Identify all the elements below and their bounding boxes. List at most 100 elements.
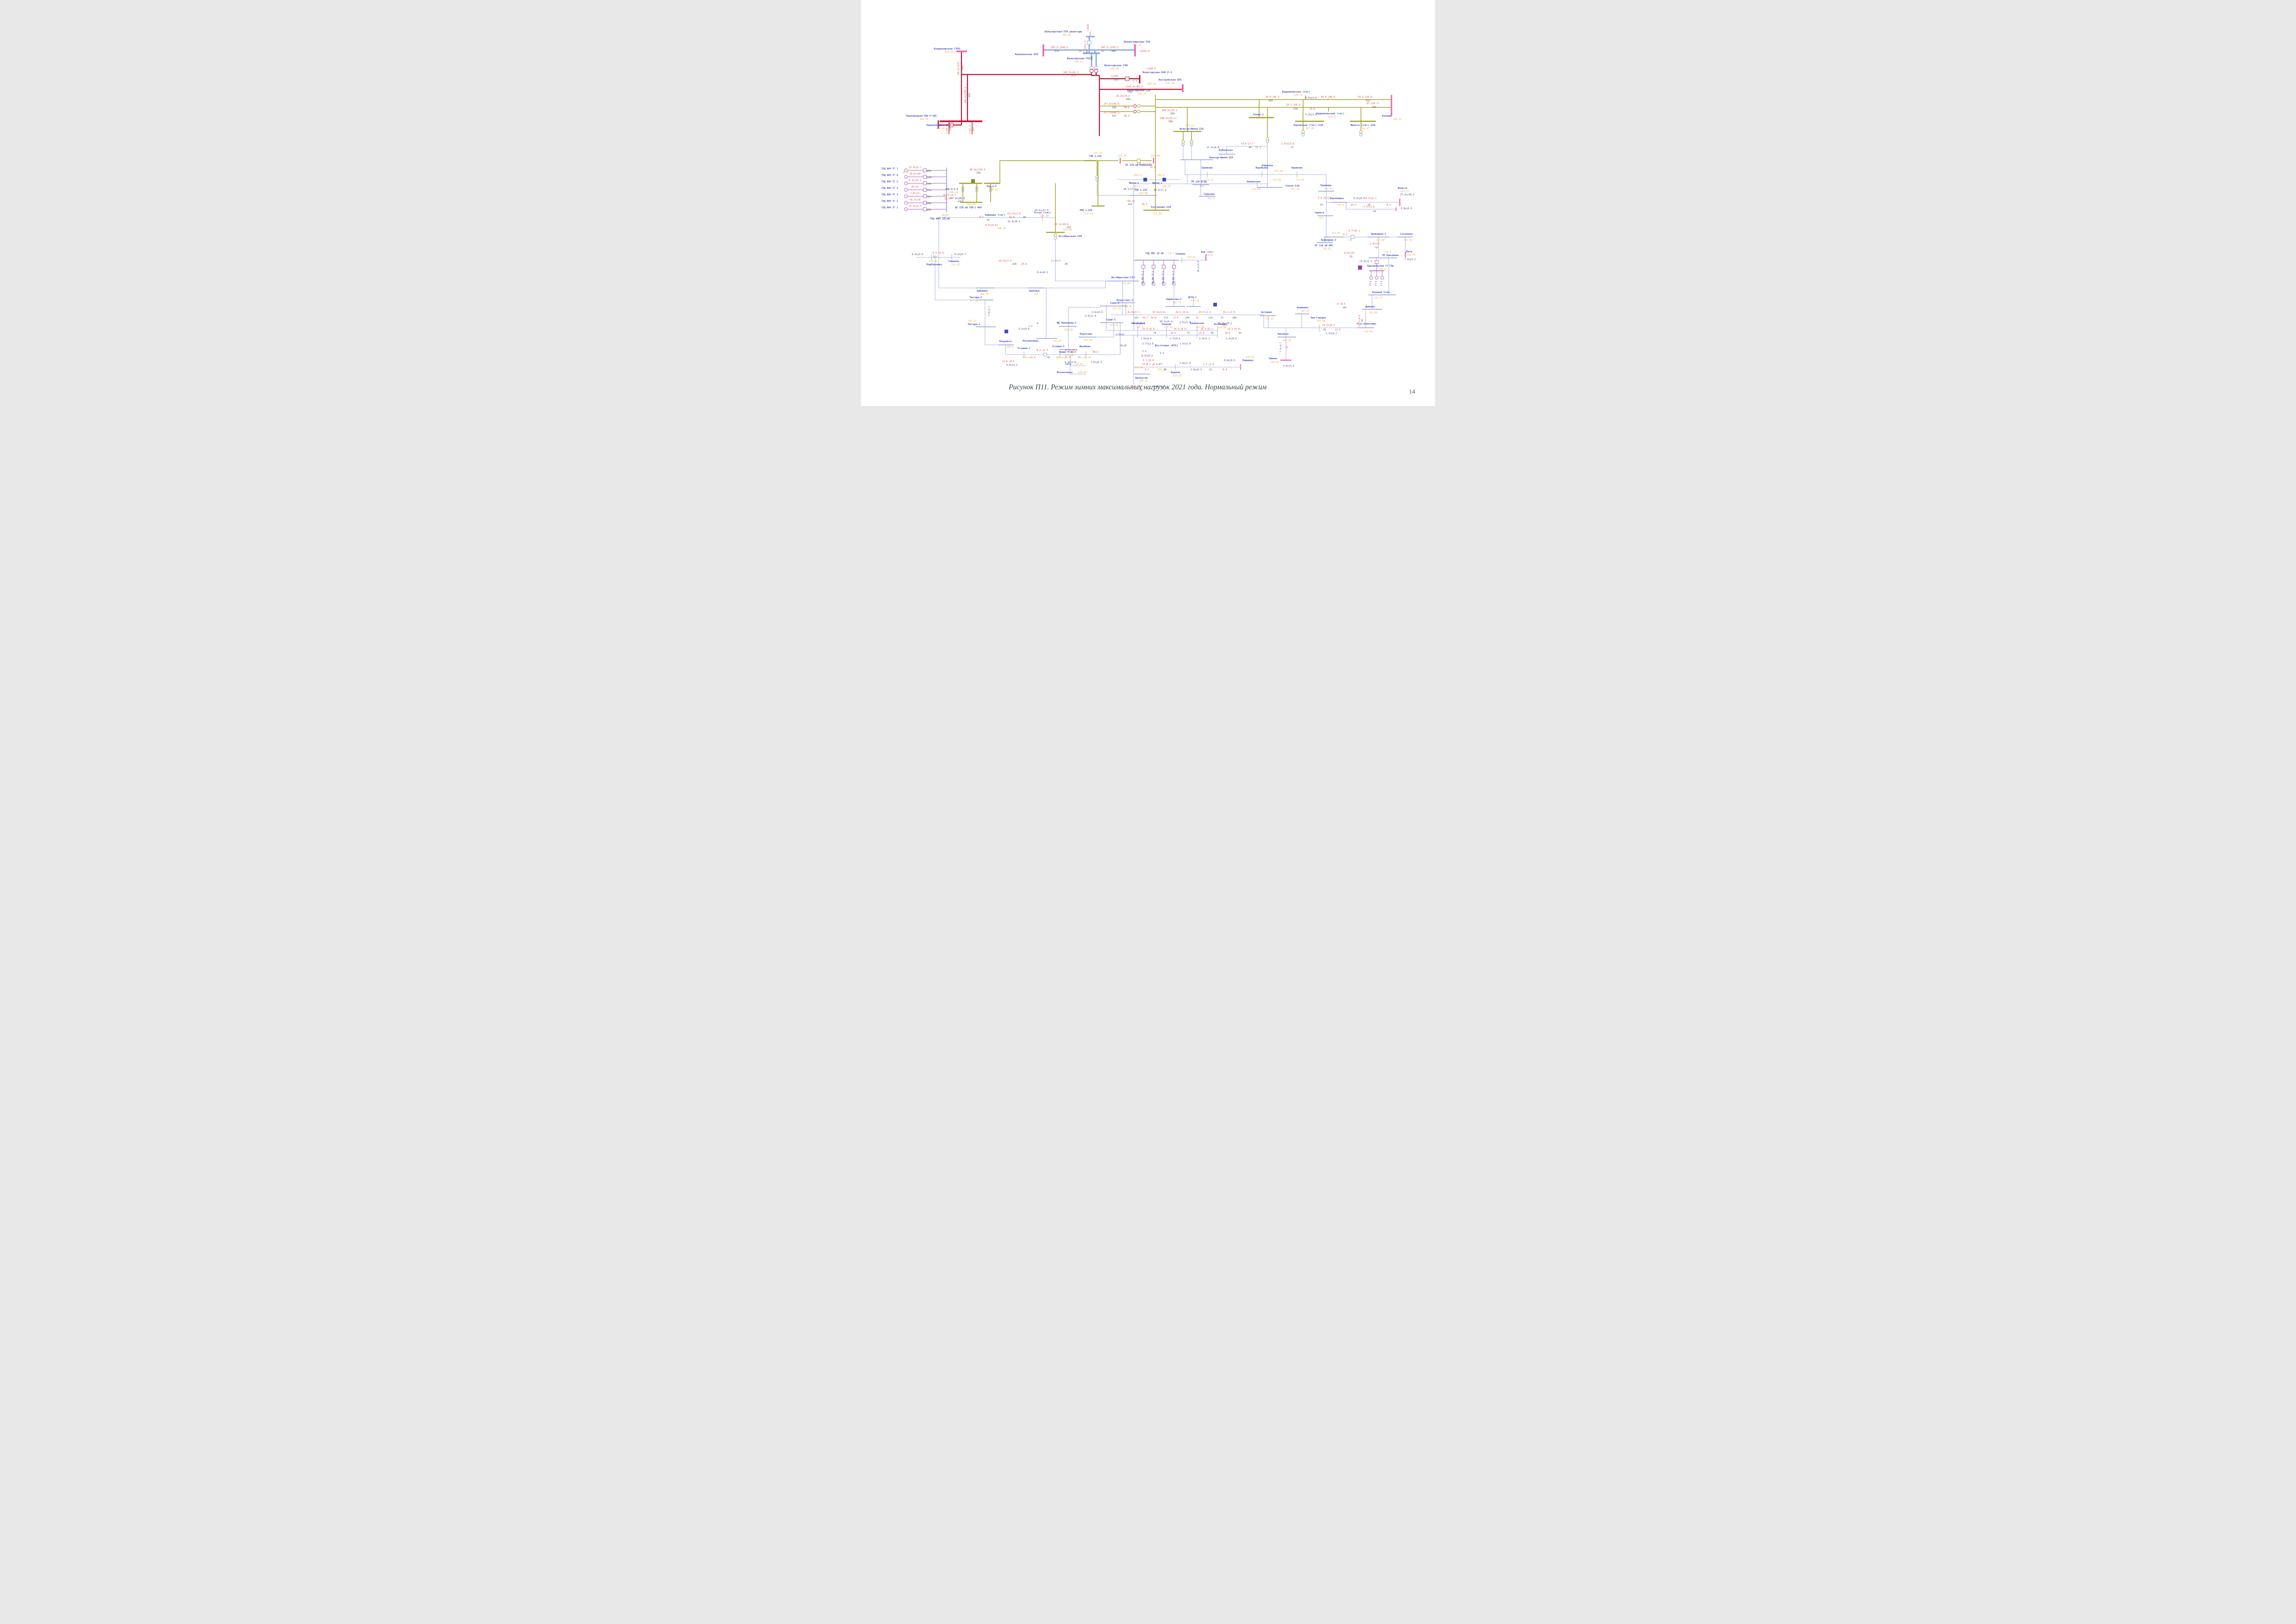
cur-label: 806- xyxy=(927,202,932,205)
generator-tilde-icon: ~ xyxy=(905,176,907,179)
reactor-icon xyxy=(949,123,954,127)
load-label: 1.8+j0.3 xyxy=(1191,369,1202,371)
load-label: 2.6+j1.1 xyxy=(1283,365,1294,368)
flow-label: 74.0-j35.1- xyxy=(1265,96,1280,99)
node-label: Восточная (КУС) xyxy=(1155,344,1179,347)
node-label: Кадниковская (тяг) xyxy=(1282,91,1310,94)
node-label: РП Красавино xyxy=(1382,254,1399,257)
flow-label: -69-j6 xyxy=(1126,200,1135,203)
volt-label: 112.68 xyxy=(1376,239,1385,242)
cur-label: -210 xyxy=(949,127,952,132)
volt-label: 110.61 xyxy=(1323,248,1331,250)
power-line-kv110 xyxy=(985,327,998,345)
cur-label: +64 xyxy=(1342,306,1346,309)
node-label: Коротово xyxy=(1080,333,1093,336)
flow-label: 41.0+j5.7- xyxy=(1128,311,1141,314)
transformer-winding-icon xyxy=(989,186,992,190)
node-label: Кубенское xyxy=(1219,149,1233,152)
node-label: ТЭЦ ФАЧ 10 кВ xyxy=(930,217,950,220)
node-label: ГТ-1 xyxy=(1369,281,1372,286)
generator-icon xyxy=(1375,276,1379,280)
volt-label: 110.35 xyxy=(1265,318,1273,320)
node-label: ТЭЦ ПВС 10 кВ xyxy=(1145,252,1163,255)
flow-label: +243.4+j95.5 xyxy=(1125,86,1142,88)
flow-label: 70.3 xyxy=(1142,203,1147,206)
flow-label: 67-j20.7→ xyxy=(1366,102,1379,105)
node-label: ПС 110 кВ НПС xyxy=(1315,244,1333,247)
node-label: Тарнога xyxy=(1314,212,1324,214)
transformer-winding-icon xyxy=(1133,110,1137,113)
node-label: Приводино-2 xyxy=(1321,239,1336,242)
flow-label: 8.1 xyxy=(1386,204,1391,206)
reactor-icon xyxy=(1137,159,1141,162)
node-label: Дымково xyxy=(1365,306,1375,308)
reactor-icon xyxy=(923,201,927,205)
flow-label: 25.0 xyxy=(1310,108,1315,111)
cur-label: -86 xyxy=(1022,216,1026,219)
flow-label: -0.7+j0.1 xyxy=(1347,230,1360,232)
volt-label: 110.22 xyxy=(951,263,960,266)
node-label: Чер-я-3 xyxy=(986,185,996,188)
node-label: Сить xyxy=(1065,363,1071,366)
cur-label: 73- xyxy=(1187,332,1191,335)
cur-label: -45 xyxy=(1046,356,1050,359)
transformer-winding-icon xyxy=(1054,233,1057,237)
node-label: Покровск xyxy=(999,340,1012,343)
volt-label: 110.68 xyxy=(1040,215,1049,218)
power-grid-diagram: ~ ~ ~ ~ ~ ~ ~ ~ ~ ~ ~ ~ ~ ~ Калининская АЭС Ленинградск… xyxy=(881,24,1416,392)
generator-icon xyxy=(904,207,908,211)
flow-label: 64.0-j38.0- xyxy=(1321,96,1336,99)
power-line-kv110 xyxy=(1226,146,1267,154)
node-label: Вологодская-220 xyxy=(1127,89,1151,92)
node-label: Скалино xyxy=(1175,253,1185,256)
cur-label: 264- xyxy=(1268,100,1274,102)
volt-label: 224.11 xyxy=(1185,125,1194,127)
volt-label: 220.79 xyxy=(1294,94,1303,97)
node-label: Бабаево (тяг) xyxy=(985,213,1005,217)
node-label: Кондопожская ГРЭС xyxy=(934,48,960,50)
load-label: 20.6+j17.5 xyxy=(1035,209,1048,212)
cur-label: 125→ xyxy=(1208,317,1214,319)
volt-label: 110.61 xyxy=(929,260,938,263)
flow-label: 26.5-j0.3+ xyxy=(1176,311,1189,314)
reactor-icon xyxy=(923,169,927,172)
node-label: ТЭЦ ПВС ТГ-1 xyxy=(1142,271,1144,284)
node-label: Антушево xyxy=(1261,311,1272,314)
node-label: Климовская xyxy=(1190,322,1204,325)
cur-label: -3 xyxy=(1348,239,1351,242)
cur-label: 795- xyxy=(927,183,932,186)
flow-label: 58.4 xyxy=(1124,115,1129,118)
load-label: 3.9+j1.6 xyxy=(1085,315,1096,318)
cur-label: 774- xyxy=(927,189,932,192)
load-label: 5.9+j0.3 xyxy=(1401,207,1412,210)
flow-label: 23.0-j1.5- xyxy=(1199,311,1212,314)
volt-label: 113.83 xyxy=(1332,232,1340,235)
volt-label: 770.47 xyxy=(1133,44,1142,47)
volt-label: 225.13 xyxy=(1256,117,1265,119)
flow-label: 11.4+j9.7- xyxy=(909,166,923,169)
load-label: 2.8+j0.9 xyxy=(1092,311,1103,314)
flow-label: +j632.8 xyxy=(1139,50,1149,53)
volt-label: 113.45 xyxy=(1123,306,1132,308)
flow-label: -86.8+j129.4 xyxy=(968,169,985,171)
transformer-winding-icon xyxy=(1190,140,1193,144)
node-label: ГПП 1-110 xyxy=(1134,189,1147,192)
volt-label: 112.42 xyxy=(1296,179,1304,181)
volt-label: 756.07 xyxy=(1074,61,1083,63)
reactor-icon xyxy=(1142,265,1145,269)
reactor-icon xyxy=(1172,265,1176,269)
node-label: Енюково xyxy=(1161,323,1171,326)
flow-label: 10.1+j10- xyxy=(910,199,922,201)
cur-label: 389- xyxy=(1170,112,1176,115)
flow-label: 277.6+j38.5→ xyxy=(1104,103,1120,106)
volt-label: 115.42 xyxy=(1164,326,1173,329)
node-label: Петрижево xyxy=(1214,323,1226,326)
load-label: 45.9+j19.2 xyxy=(1218,322,1232,325)
volt-label: 405.51 xyxy=(1148,83,1156,86)
reactor-icon xyxy=(923,181,927,185)
node-label: Белозерская-750 реакторы xyxy=(1045,31,1082,33)
flow-label: +j161.9 xyxy=(969,125,972,134)
node-label: ШГЭС-2 xyxy=(1188,296,1197,299)
power-line-kv220 xyxy=(999,160,1084,183)
generator-tilde-icon: ~ xyxy=(1153,283,1154,286)
